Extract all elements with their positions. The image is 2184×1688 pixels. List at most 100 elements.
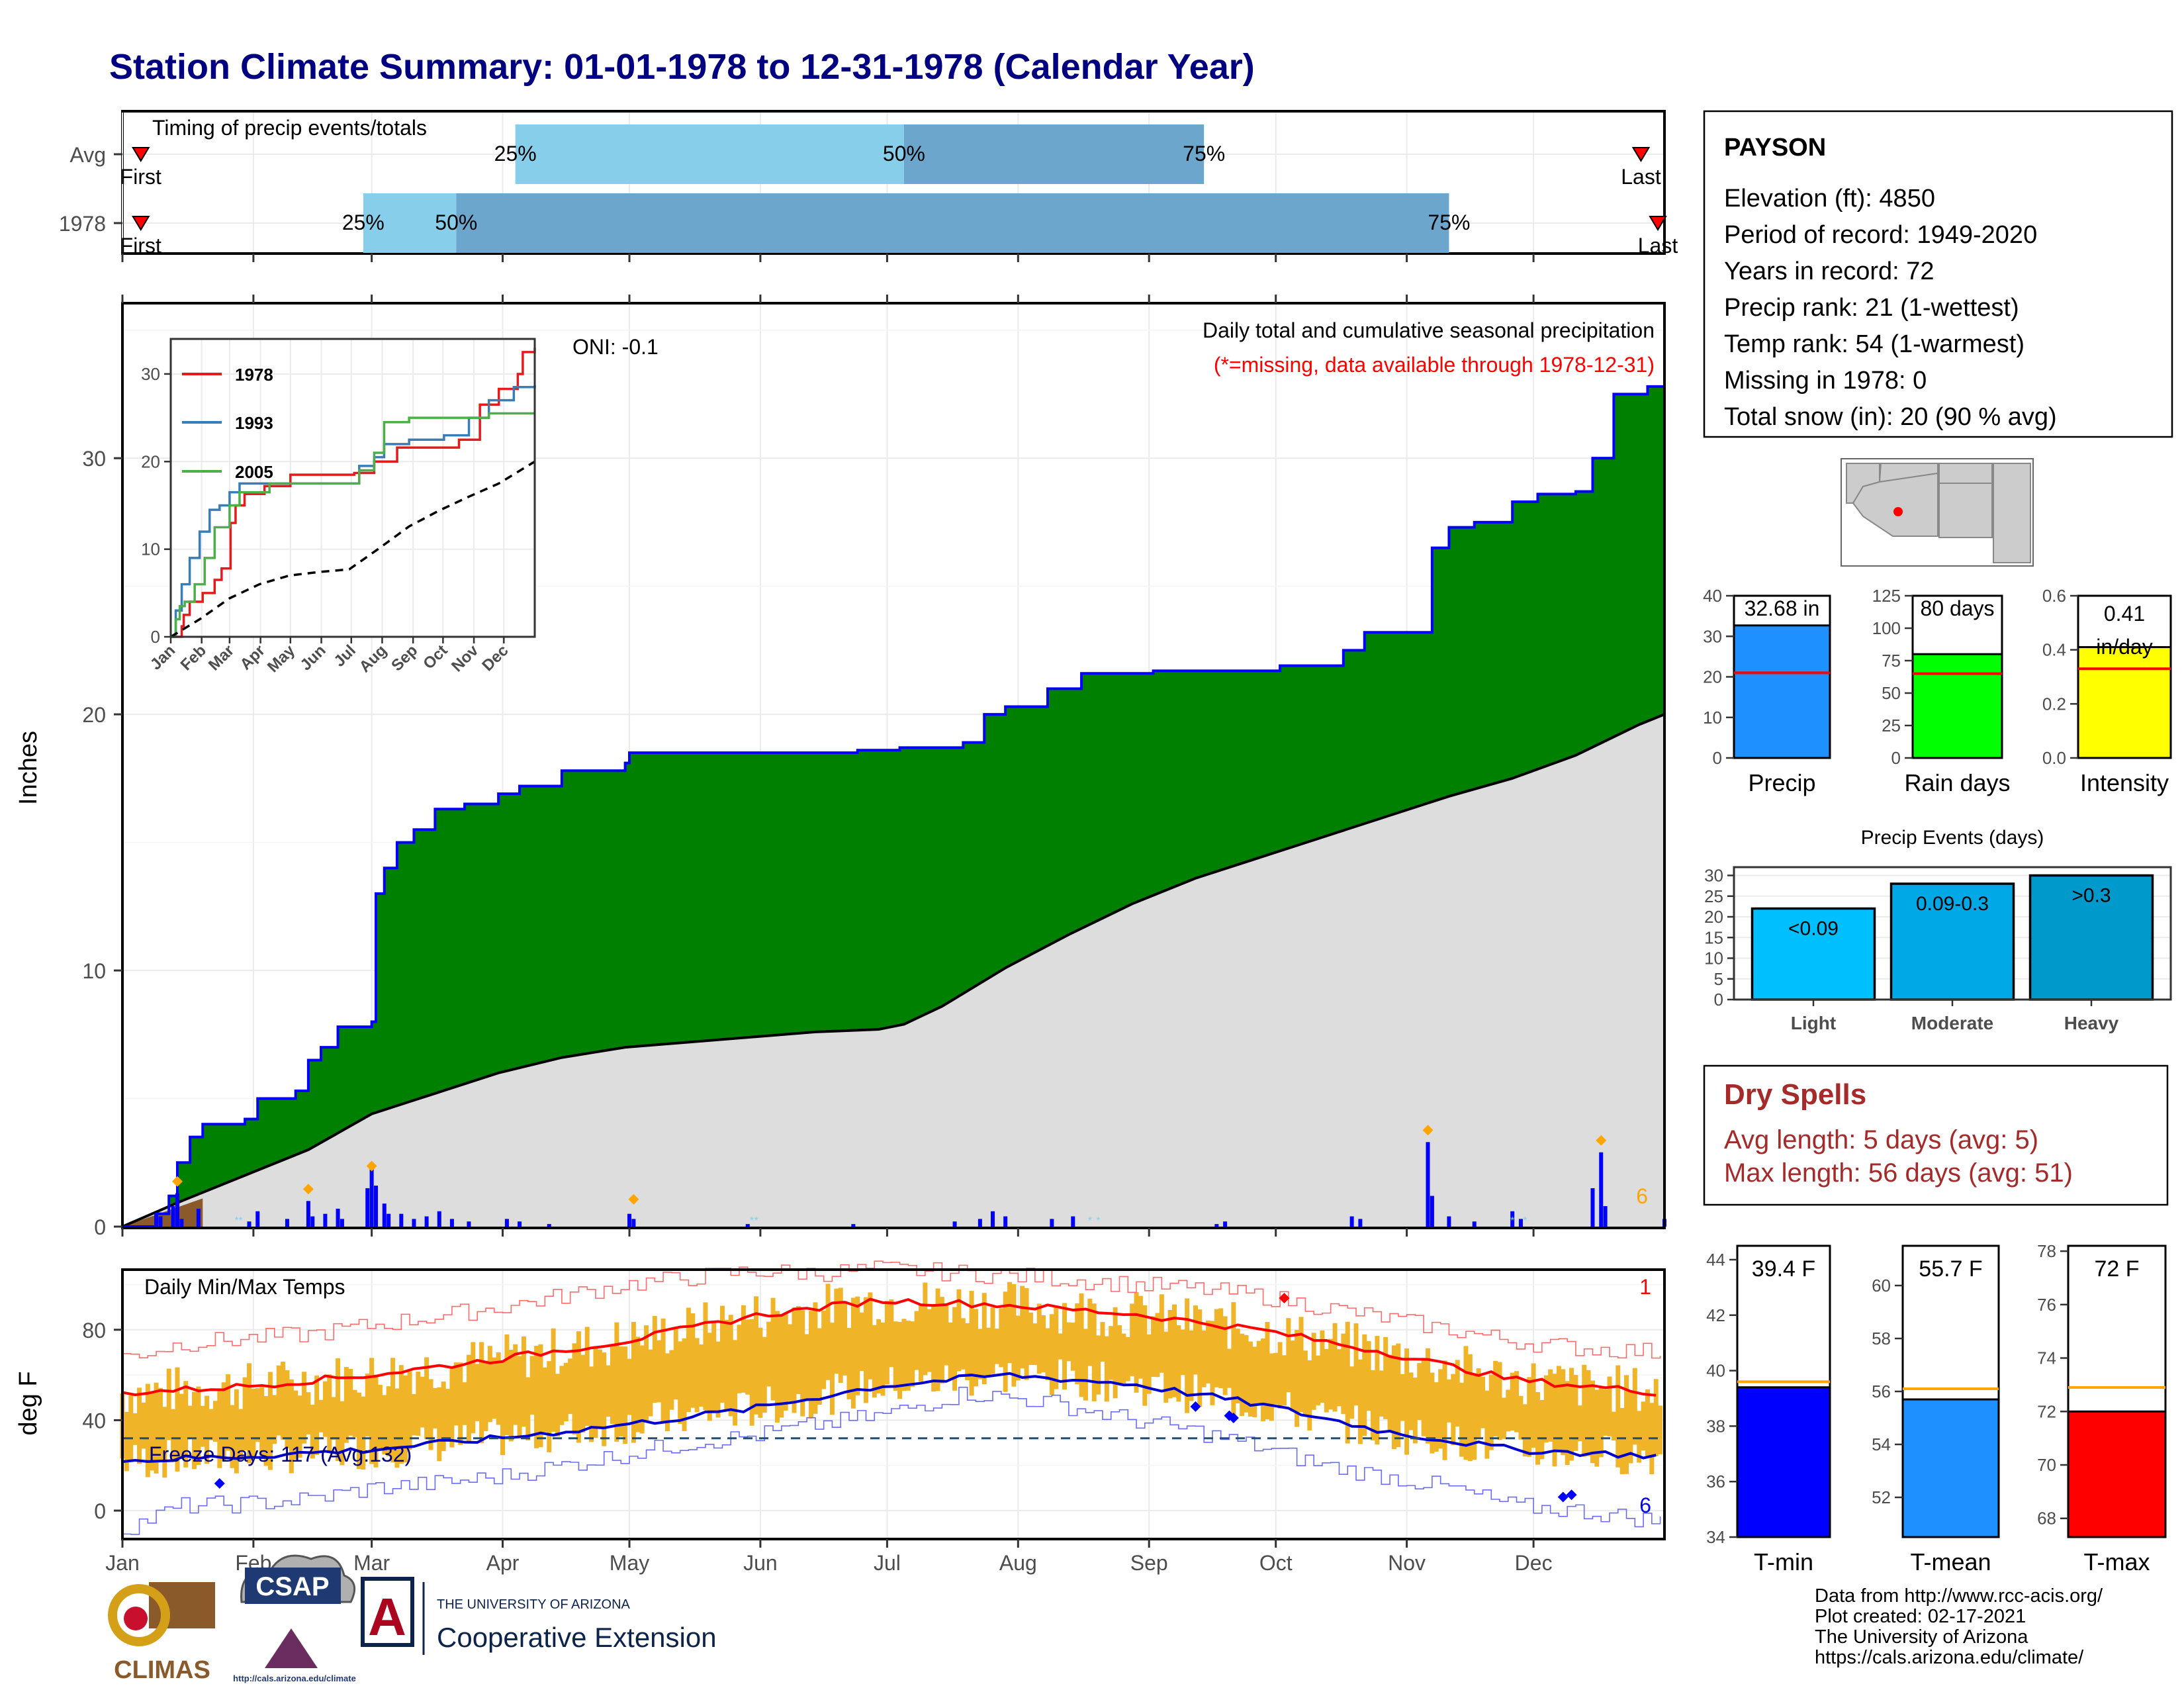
daily-precip-bar [1223, 1221, 1228, 1227]
daily-temp-range-bar [281, 1361, 286, 1440]
events-ytick-label: 5 [1714, 969, 1723, 989]
daily-temp-range-bar [1531, 1363, 1536, 1448]
month-label: Apr [486, 1551, 520, 1575]
daily-temp-range-bar [1003, 1291, 1008, 1392]
daily-temp-range-bar [1146, 1334, 1152, 1394]
daily-temp-range-bar [247, 1363, 251, 1464]
timing-bar-early [515, 124, 904, 184]
csap-logo: CSAP http://cals.arizona.edu/climate [233, 1554, 356, 1683]
daily-temp-range-bar [267, 1372, 273, 1470]
daily-temp-range-bar [788, 1324, 793, 1401]
record-low-marker [1557, 1491, 1569, 1503]
daily-temp-range-bar [842, 1301, 848, 1376]
daily-temp-range-bar [1375, 1336, 1380, 1445]
month-label: Dec [1515, 1551, 1553, 1575]
daily-temp-range-bar [382, 1395, 387, 1454]
daily-temp-range-bar [529, 1356, 535, 1415]
daily-temp-range-bar [1273, 1352, 1279, 1405]
daily-temp-range-bar [1227, 1348, 1232, 1388]
daily-precip-bar [991, 1211, 995, 1227]
daily-temp-range-bar [576, 1331, 581, 1443]
daily-temp-range-bar [492, 1357, 497, 1419]
daily-temp-range-bar [813, 1302, 818, 1414]
timing-p25-label: 25% [342, 211, 385, 234]
daily-temp-range-bar [1298, 1317, 1304, 1413]
events-bar-range: >0.3 [2071, 885, 2111, 907]
daily-precip-bar [387, 1213, 391, 1227]
inset-series-line [171, 412, 535, 638]
daily-precip-bar [1003, 1216, 1008, 1227]
month-label: Sep [1130, 1551, 1168, 1575]
first-event-label: First [120, 234, 161, 258]
locator-map [1841, 458, 2034, 567]
daily-temp-range-bar [973, 1309, 978, 1387]
daily-temp-range-bar [981, 1293, 987, 1385]
record-low-marker [1228, 1412, 1239, 1423]
daily-temp-range-bar [314, 1376, 320, 1455]
precip-ytick-label: 20 [82, 703, 106, 727]
snow-marker: * [1096, 1215, 1100, 1227]
daily-temp-range-bar [420, 1376, 425, 1428]
daily-precip-bar [412, 1219, 416, 1227]
climas-sun-icon [108, 1584, 170, 1646]
daily-precip-bar [1510, 1211, 1515, 1227]
daily-temp-range-bar [602, 1352, 607, 1446]
daily-temp-range-bar [458, 1362, 463, 1445]
temp-bar-ytick-label: 42 [1706, 1305, 1725, 1325]
daily-temp-range-bar [1070, 1323, 1075, 1371]
daily-temp-range-bar [1446, 1379, 1451, 1423]
daily-precip-bar [504, 1219, 509, 1227]
daily-temp-range-bar [373, 1374, 379, 1468]
events-category-label: Light [1791, 1013, 1836, 1033]
daily-temp-range-bar [1548, 1369, 1553, 1442]
daily-temp-range-bar [606, 1365, 611, 1417]
precip-ytick-label: 10 [82, 959, 106, 983]
daily-precip-bar [627, 1213, 632, 1227]
daily-temp-range-bar [1210, 1321, 1215, 1405]
daily-temp-range-bar [792, 1307, 797, 1413]
daily-precip-bar [424, 1216, 429, 1227]
daily-precip-bar [1590, 1188, 1595, 1227]
daily-temp-range-bar [145, 1383, 150, 1477]
csap-url: http://cals.arizona.edu/climate [233, 1673, 356, 1683]
temp-bars: 34 36 38 40 42 44 39.4 F T-min 52 54 56 58 60 55.7 F T… [1706, 1241, 2167, 1575]
precip-ytick-label: 0 [94, 1215, 106, 1239]
inset-ytick-label: 30 [141, 364, 160, 384]
daily-precip-bar [336, 1208, 340, 1227]
daily-temp-range-bar [1265, 1322, 1270, 1420]
daily-temp-range-bar [445, 1389, 451, 1439]
daily-temp-range-bar [1193, 1305, 1198, 1375]
daily-temp-range-bar [1506, 1389, 1511, 1432]
precip-count: 6 [1636, 1184, 1648, 1208]
daily-temp-range-bar [1159, 1294, 1164, 1373]
daily-temp-range-bar [390, 1358, 396, 1463]
daily-temp-range-bar [766, 1321, 772, 1387]
temp-bar-ytick-label: 58 [1872, 1329, 1891, 1348]
daily-temp-range-bar [868, 1292, 873, 1380]
daily-temp-range-bar [1573, 1375, 1578, 1451]
daily-temp-range-bar [141, 1402, 146, 1449]
daily-temp-range-bar [547, 1361, 552, 1452]
daily-temp-range-bar [1430, 1372, 1435, 1454]
precip-areas [122, 385, 1666, 1228]
csap-text: CSAP [255, 1572, 329, 1601]
daily-temp-range-bar [969, 1291, 974, 1396]
daily-temp-range-bar [914, 1311, 919, 1370]
daily-temp-range-bar [1611, 1411, 1616, 1441]
daily-temp-range-bar [889, 1299, 894, 1368]
events-title: Precip Events (days) [1861, 827, 2044, 849]
daily-temp-range-bar [555, 1374, 560, 1436]
daily-temp-range-bar [1189, 1330, 1194, 1401]
daily-temp-range-bar [910, 1321, 915, 1387]
freeze-days: Freeze Days: 117 (Avg:132) [149, 1442, 412, 1466]
avg-min-line [122, 1372, 1657, 1464]
daily-temp-range-bar [1387, 1354, 1392, 1431]
daily-temp-range-bar [1379, 1370, 1384, 1417]
daily-temp-range-bar [1302, 1350, 1308, 1415]
summary-bar-value-unit: in/day [2096, 635, 2152, 659]
daily-temp-range-bar [327, 1374, 332, 1454]
station-info-line: Missing in 1978: 0 [1724, 367, 1927, 395]
daily-max-marker [1422, 1125, 1433, 1136]
summary-bar-ytick-label: 30 [1703, 626, 1722, 646]
summary-bar-ytick-label: 40 [1703, 586, 1722, 606]
